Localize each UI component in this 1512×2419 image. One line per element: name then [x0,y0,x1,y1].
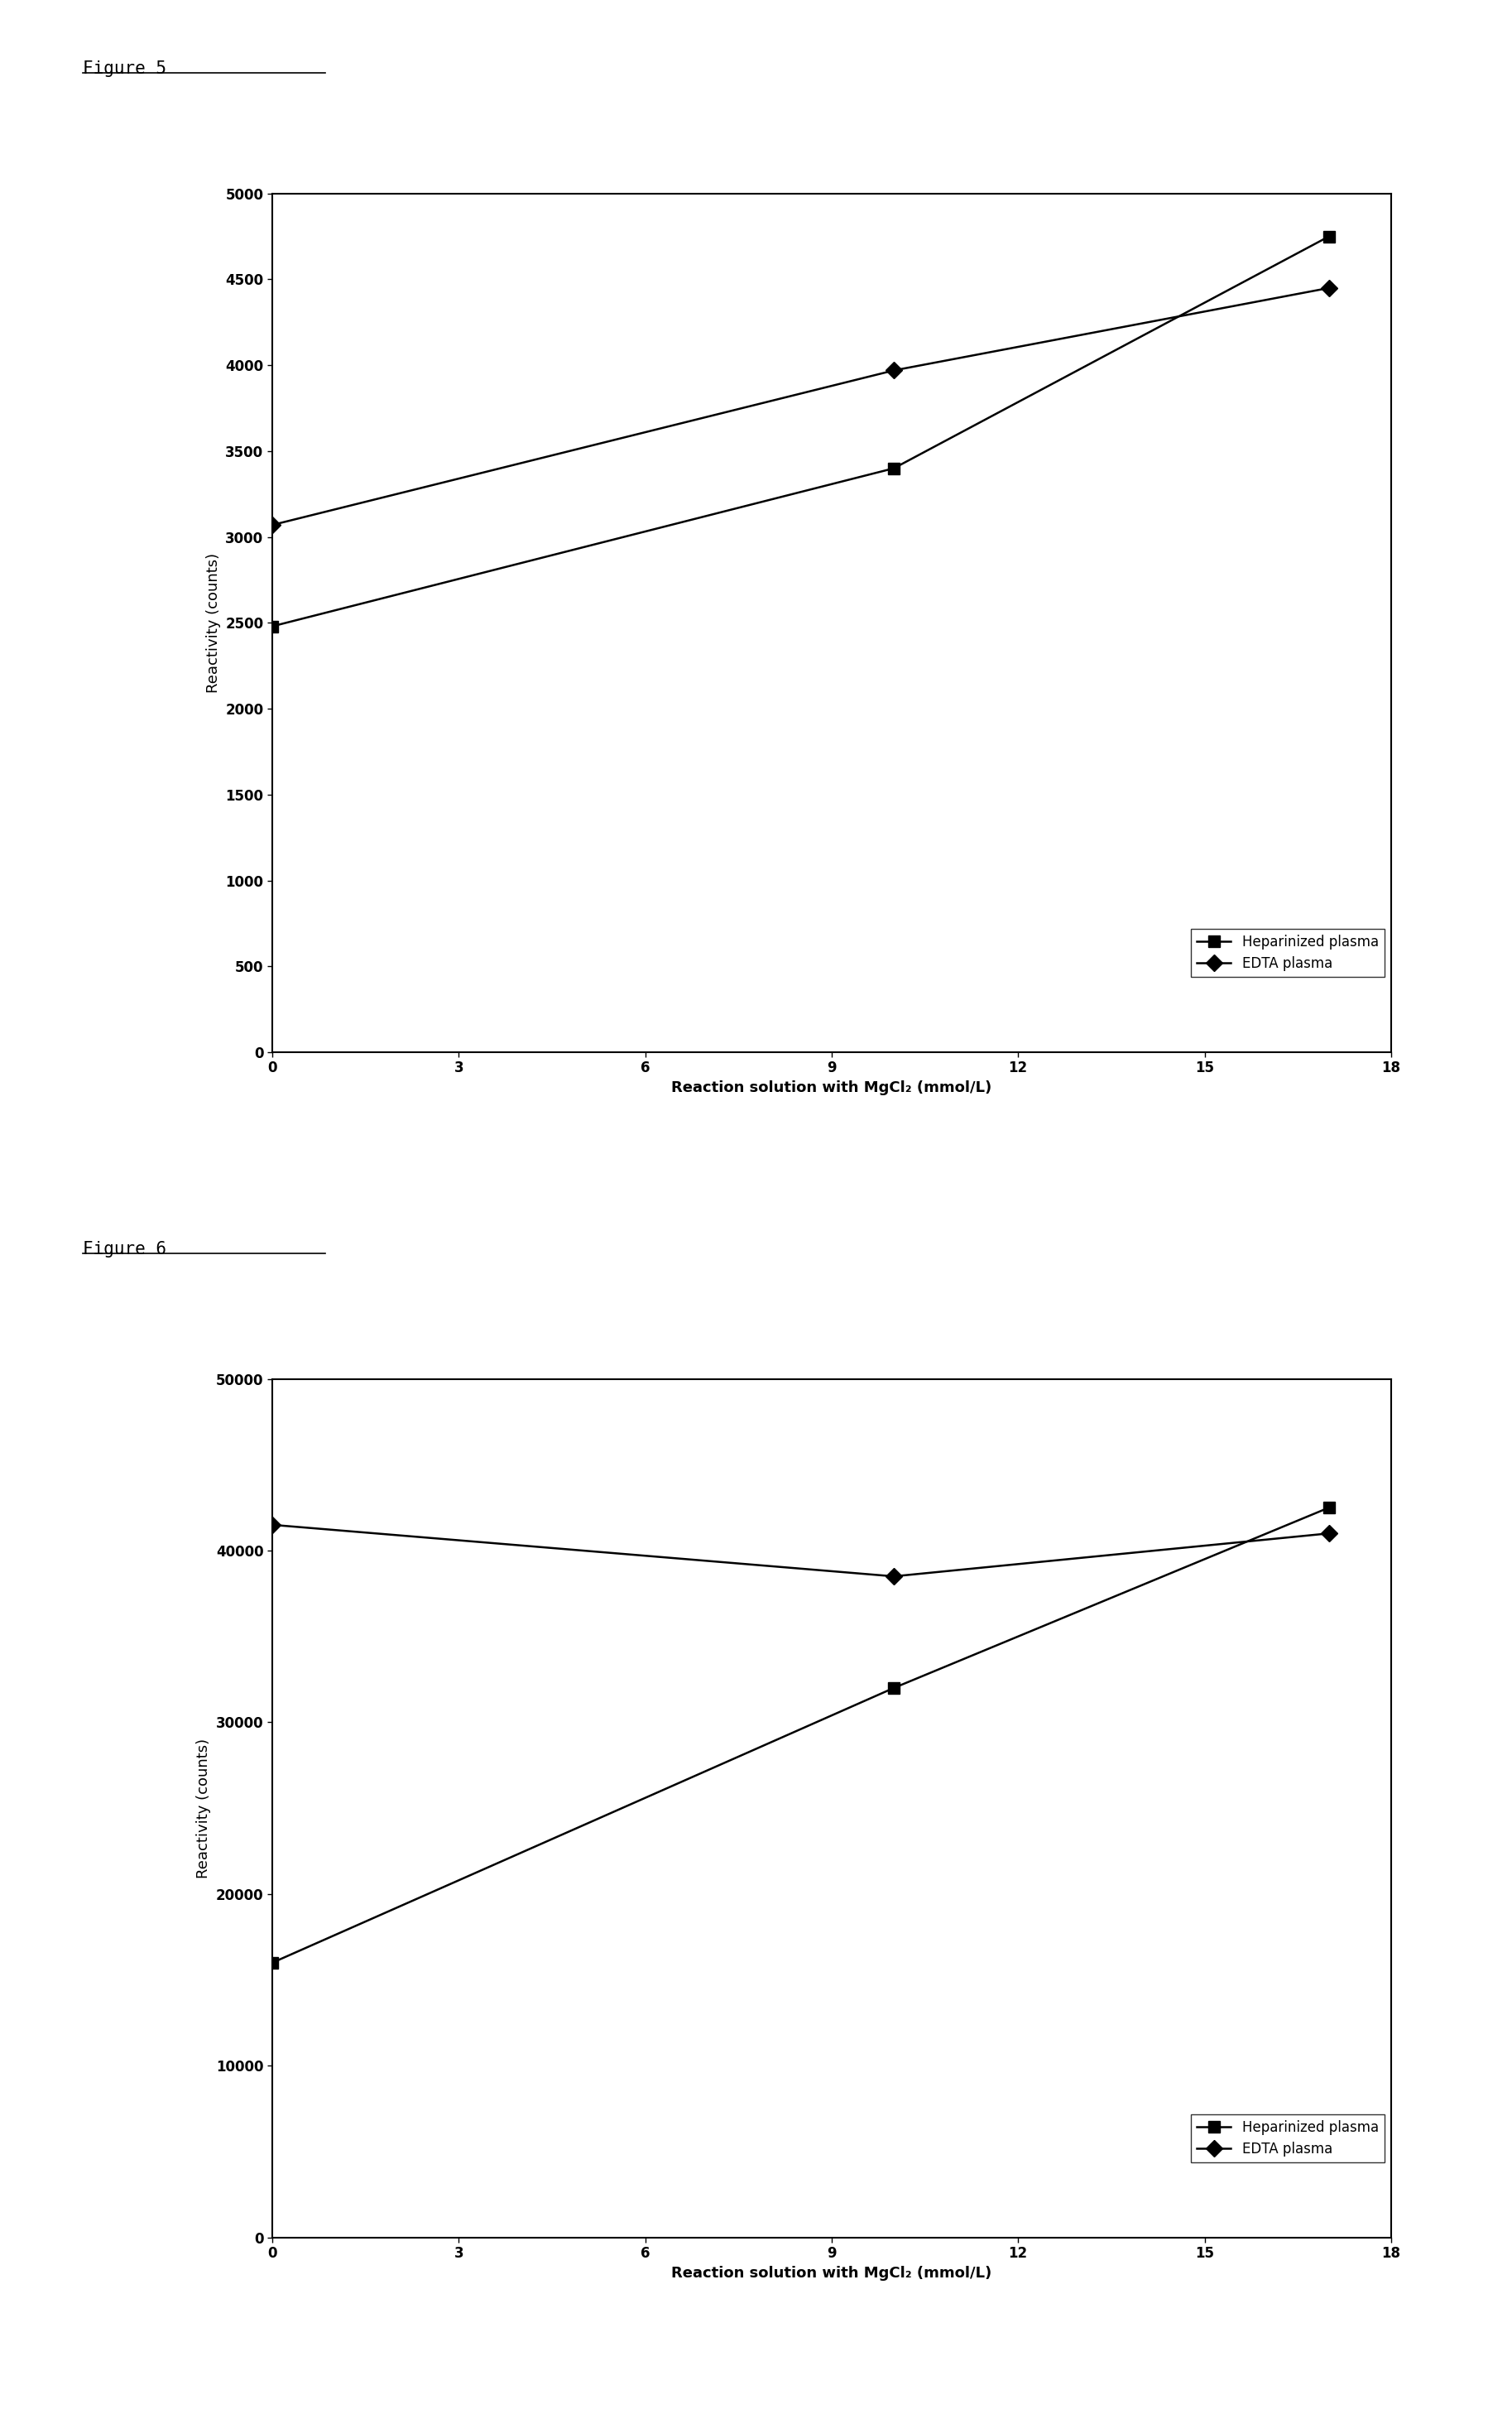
Legend: Heparinized plasma, EDTA plasma: Heparinized plasma, EDTA plasma [1191,929,1383,977]
EDTA plasma [885,356,903,385]
Line: Heparinized plasma: Heparinized plasma [266,1502,1335,1969]
Text: Figure 6: Figure 6 [83,1241,166,1258]
EDTA plasma [263,510,281,539]
Y-axis label: Reactivity (counts): Reactivity (counts) [206,554,221,692]
Heparinized plasma [885,455,903,484]
Line: EDTA plasma: EDTA plasma [266,1519,1335,1582]
Heparinized plasma [1320,1493,1338,1522]
Heparinized plasma [263,612,281,641]
Heparinized plasma [885,1674,903,1703]
Heparinized plasma [1320,223,1338,252]
X-axis label: Reaction solution with MgCl₂ (mmol/L): Reaction solution with MgCl₂ (mmol/L) [671,2267,992,2281]
Legend: Heparinized plasma, EDTA plasma: Heparinized plasma, EDTA plasma [1191,2114,1383,2163]
EDTA plasma [1320,273,1338,302]
EDTA plasma [885,1563,903,1592]
Line: EDTA plasma: EDTA plasma [266,283,1335,530]
Y-axis label: Reactivity (counts): Reactivity (counts) [197,1739,212,1877]
Heparinized plasma [263,1947,281,1976]
EDTA plasma [1320,1519,1338,1548]
Line: Heparinized plasma: Heparinized plasma [266,230,1335,631]
X-axis label: Reaction solution with MgCl₂ (mmol/L): Reaction solution with MgCl₂ (mmol/L) [671,1081,992,1096]
Text: Figure 5: Figure 5 [83,60,166,77]
EDTA plasma [263,1509,281,1538]
